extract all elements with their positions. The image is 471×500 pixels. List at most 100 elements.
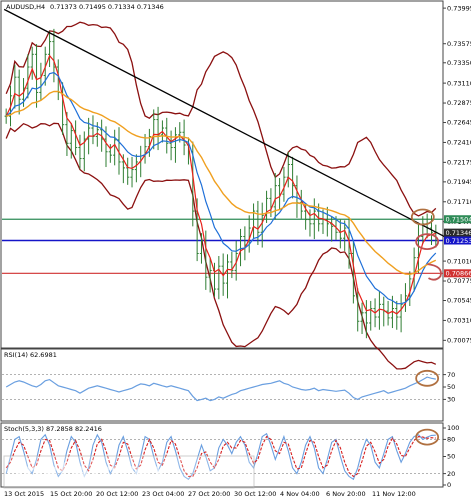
stoch-tick-label: 0 <box>447 481 451 489</box>
candle <box>282 167 286 202</box>
candle <box>273 172 277 220</box>
price-tag-box <box>444 228 471 237</box>
time-axis-label: 27 Oct 20:00 <box>188 490 230 498</box>
candle <box>225 254 230 299</box>
annotation-circle <box>410 208 435 226</box>
price-tick-label: 0.73575 <box>447 40 471 48</box>
annotation-circle <box>415 233 440 251</box>
candle <box>17 69 21 115</box>
candle <box>308 209 312 237</box>
candle <box>260 202 264 248</box>
time-axis-label: 13 Oct 2015 <box>4 490 44 498</box>
resistance-trendline <box>3 8 453 242</box>
candle <box>173 127 178 163</box>
watermark-logo: instaforex <box>3 455 255 489</box>
rsi-panel <box>0 348 444 422</box>
time-axis-label: 23 Oct 04:00 <box>142 490 184 498</box>
time-axis-label: 6 Nov 20:00 <box>326 490 366 498</box>
candle <box>130 156 134 188</box>
candle <box>26 54 30 99</box>
candle <box>369 300 373 331</box>
lower-band <box>5 122 437 370</box>
price-tick-label: 0.70075 <box>447 337 471 345</box>
ohlc-readout: 0.71373 0.71495 0.71334 0.71346 <box>50 3 164 11</box>
annotation-circle <box>415 428 440 446</box>
price-panel <box>0 0 444 349</box>
candle <box>208 257 212 293</box>
candle <box>377 291 382 330</box>
stoch-main-line <box>5 432 436 481</box>
candle <box>399 294 403 333</box>
price-tick-label: 0.70545 <box>447 297 471 305</box>
candle <box>199 233 204 264</box>
candle <box>291 156 295 199</box>
fast-moving-average <box>5 54 436 315</box>
candle <box>395 300 399 330</box>
price-level-tag: 0.71346 <box>444 228 471 237</box>
rsi-tick-label: 30 <box>447 396 455 404</box>
candle <box>356 288 360 332</box>
price-tag-box <box>444 269 471 278</box>
price-level-tag: 0.71253 <box>444 236 471 245</box>
stoch-tick-label: 50 <box>447 453 455 461</box>
candle <box>312 198 316 240</box>
slow-moving-average <box>5 90 437 276</box>
price-tick-label: 0.72175 <box>447 159 471 167</box>
price-level-tag: 0.71504 <box>444 215 471 224</box>
rsi-tick-label: 70 <box>447 371 455 379</box>
annotation-circle <box>415 369 440 387</box>
candle <box>169 130 173 161</box>
price-tag-box <box>444 215 471 224</box>
rsi-line <box>5 376 436 402</box>
time-axis-label: 11 Nov 12:00 <box>372 490 416 498</box>
candle <box>30 46 34 80</box>
candle <box>78 134 82 169</box>
price-tick-label: 0.70775 <box>447 277 471 285</box>
candle <box>299 189 303 219</box>
candle <box>364 300 368 339</box>
candle <box>108 144 112 163</box>
symbol-label: AUDUSD,H4 <box>6 3 45 11</box>
candle <box>351 240 355 304</box>
candle <box>343 220 347 251</box>
candle <box>47 31 52 68</box>
price-tag-label: 0.71253 <box>446 237 471 245</box>
stoch-signal-line <box>5 435 436 478</box>
time-axis-label: 15 Oct 20:00 <box>50 490 92 498</box>
price-tag-label: 0.70866 <box>446 270 471 278</box>
candle <box>217 256 221 300</box>
price-tick-label: 0.73995 <box>447 4 471 12</box>
candle <box>134 154 138 183</box>
time-axis-label: 20 Oct 12:00 <box>96 490 138 498</box>
price-tag-label: 0.71504 <box>446 216 471 224</box>
rsi-layer <box>2 374 443 402</box>
price-level-tag: 0.70866 <box>444 269 471 278</box>
price-tag-box <box>444 236 471 245</box>
price-tick-label: 0.71945 <box>447 178 471 186</box>
candle <box>34 44 39 108</box>
mid-moving-average <box>5 71 437 305</box>
candle <box>113 129 117 166</box>
price-tick-label: 0.72645 <box>447 119 471 127</box>
candle <box>82 131 86 172</box>
price-layer <box>2 8 453 370</box>
rsi-tick-label: 50 <box>447 383 455 391</box>
stoch-tick-label: 100 <box>447 424 459 432</box>
stoch-layer <box>2 432 443 481</box>
price-tick-label: 0.72875 <box>447 99 471 107</box>
candle <box>69 122 73 159</box>
stoch-panel <box>0 422 444 488</box>
price-tag-label: 0.71346 <box>446 229 471 237</box>
rsi-label: RSI(14) 62.6981 <box>4 351 57 359</box>
time-axis-label: 4 Nov 04:00 <box>280 490 320 498</box>
candle <box>234 240 238 281</box>
annotation-arc <box>427 263 442 281</box>
